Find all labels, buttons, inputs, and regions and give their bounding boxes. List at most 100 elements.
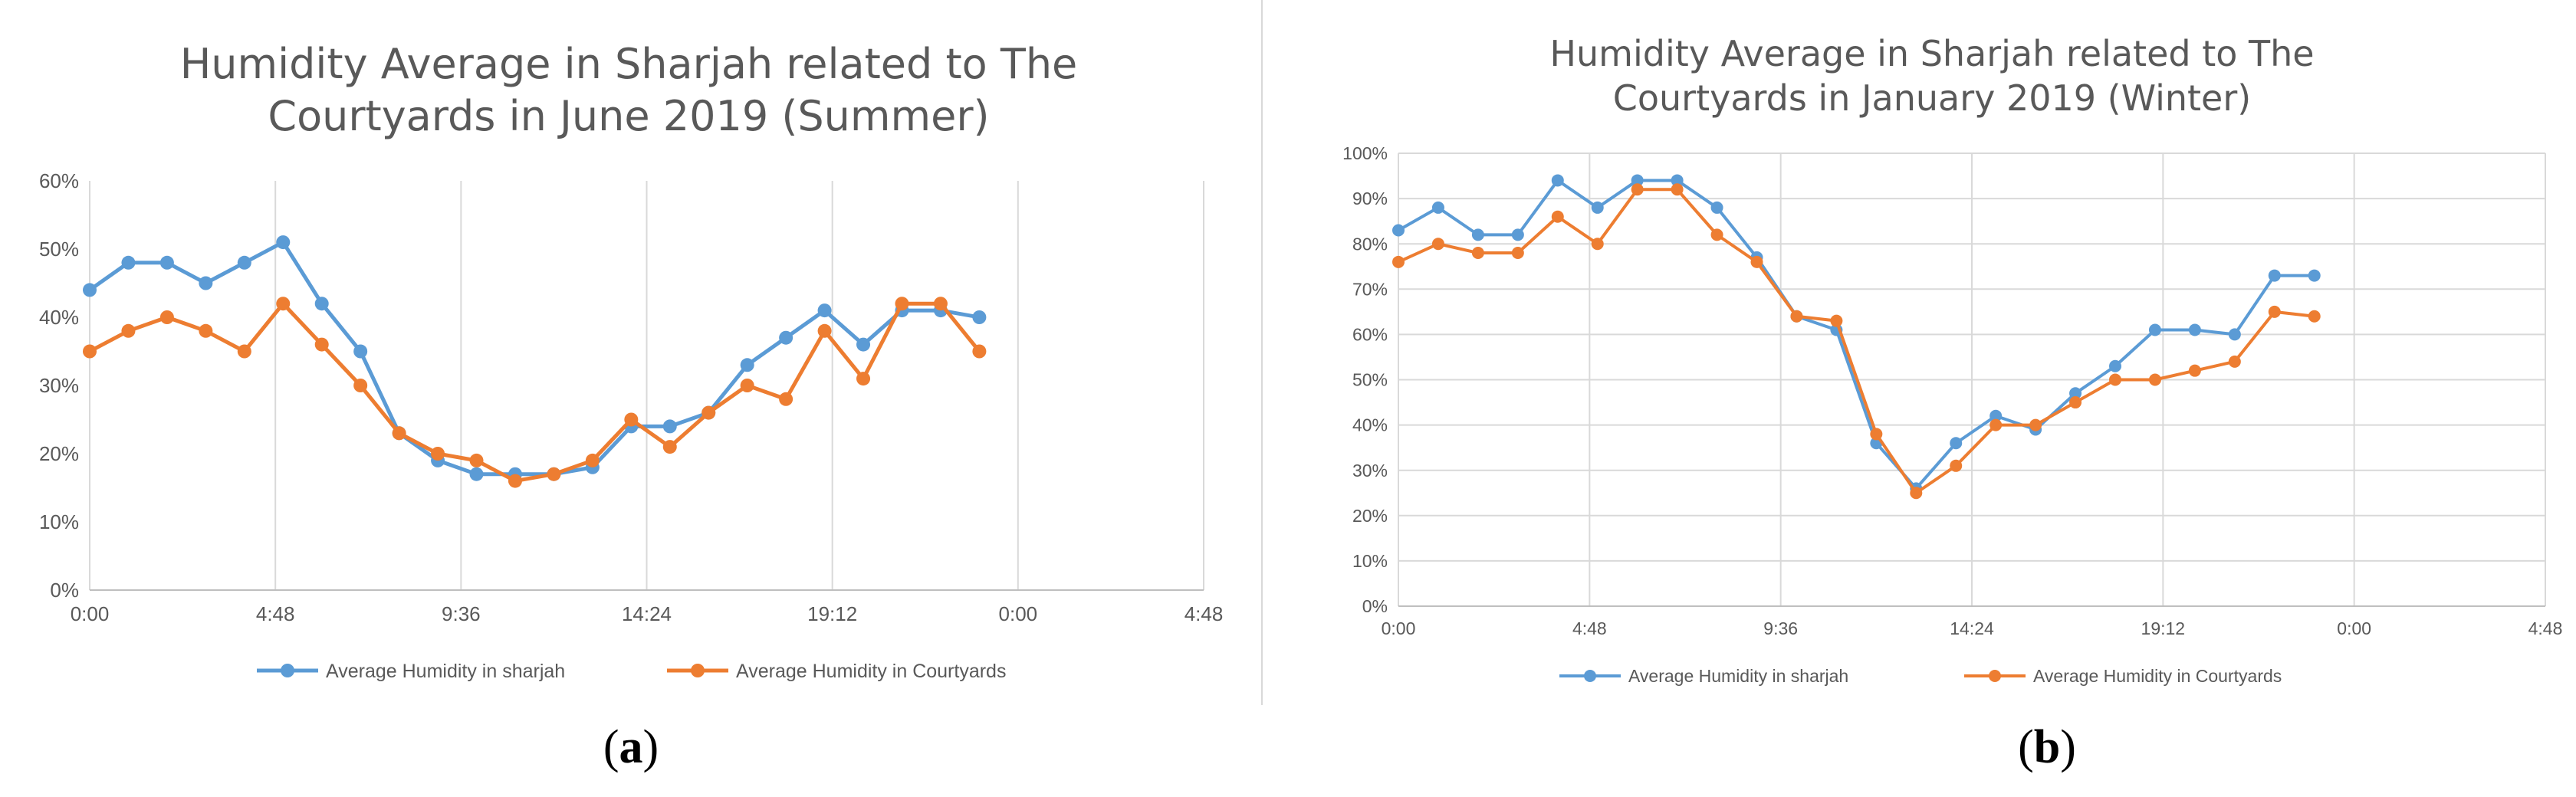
data-point xyxy=(83,344,97,359)
y-tick-label: 40% xyxy=(1352,415,1388,435)
y-tick-label: 100% xyxy=(1342,143,1388,163)
y-tick-label: 60% xyxy=(39,169,79,192)
data-point xyxy=(121,255,136,270)
data-point xyxy=(1950,459,1963,472)
data-point xyxy=(2109,373,2121,386)
data-point xyxy=(585,453,600,467)
chart-title-a: Humidity Average in Sharjah related to T… xyxy=(179,40,1078,140)
data-point xyxy=(1790,310,1803,323)
data-point xyxy=(2188,364,2201,377)
subfigure-label-b: (b) xyxy=(2018,721,2076,773)
data-point xyxy=(662,440,677,454)
data-point xyxy=(199,323,213,338)
legend-label: Average Humidity in sharjah xyxy=(1628,666,1848,686)
data-point xyxy=(392,426,406,441)
x-tick-label: 4:48 xyxy=(2528,618,2563,638)
data-point xyxy=(702,405,716,420)
data-point xyxy=(779,330,794,345)
data-point xyxy=(2308,269,2321,282)
data-point xyxy=(2228,328,2241,341)
data-point xyxy=(1471,228,1484,241)
data-point xyxy=(856,372,871,386)
data-point xyxy=(817,303,832,318)
legend-swatch-marker xyxy=(691,664,705,677)
data-point xyxy=(2069,387,2082,400)
data-point xyxy=(1511,247,1524,260)
data-point xyxy=(2029,418,2042,431)
data-point xyxy=(740,379,754,392)
x-tick-label: 0:00 xyxy=(1382,618,1416,638)
data-point xyxy=(2109,359,2121,372)
data-point xyxy=(2148,373,2161,386)
data-point xyxy=(1910,487,1923,500)
data-point xyxy=(1392,224,1405,237)
data-point xyxy=(159,310,174,324)
data-point xyxy=(1631,174,1644,187)
data-point xyxy=(817,323,832,338)
y-tick-label: 0% xyxy=(1362,596,1388,616)
data-point xyxy=(237,255,251,270)
series-line xyxy=(88,240,980,477)
data-point xyxy=(2069,396,2082,409)
data-point xyxy=(276,297,291,311)
data-point xyxy=(2268,305,2281,318)
data-point xyxy=(895,297,909,311)
legend-label: Average Humidity in Courtyards xyxy=(736,661,1006,682)
x-tick-label: 19:12 xyxy=(2141,618,2186,638)
legend-swatch-marker xyxy=(1584,670,1596,682)
data-point xyxy=(1750,255,1763,268)
x-tick-label: 4:48 xyxy=(1184,602,1224,625)
data-point xyxy=(121,323,136,338)
data-point xyxy=(353,344,368,359)
data-point xyxy=(276,235,291,250)
data-point xyxy=(1511,228,1524,241)
y-tick-label: 30% xyxy=(1352,461,1388,480)
x-tick-label: 14:24 xyxy=(622,602,672,625)
data-point xyxy=(972,344,987,359)
data-point xyxy=(353,379,368,392)
legend-swatch-marker xyxy=(1989,670,2001,682)
line-chart-b: 0% 10% 20% 30% 40% 50% 60% 70% 80% 90% 100% 0:00 4:4… xyxy=(1342,143,2563,686)
data-point xyxy=(547,467,561,481)
legend-label: Average Humidity in sharjah xyxy=(326,661,565,682)
data-point xyxy=(1431,201,1444,214)
data-point xyxy=(1631,183,1644,196)
series-line xyxy=(88,301,981,484)
data-point xyxy=(1830,314,1843,327)
data-point xyxy=(1551,210,1564,223)
data-point xyxy=(1710,228,1723,241)
data-point xyxy=(972,310,987,324)
data-point xyxy=(1551,174,1564,187)
subfigure-label-a: (a) xyxy=(603,721,659,773)
data-point xyxy=(662,419,677,434)
data-point xyxy=(2228,355,2241,368)
data-point xyxy=(1710,201,1723,214)
data-point xyxy=(199,276,213,290)
y-tick-label: 70% xyxy=(1352,279,1388,299)
series-line xyxy=(1398,179,2315,490)
data-point xyxy=(1392,255,1405,268)
data-point xyxy=(1990,418,2003,431)
data-point xyxy=(2308,310,2321,323)
data-point xyxy=(1950,437,1963,450)
chart-title-b: Humidity Average in Sharjah related to T… xyxy=(1549,33,2315,119)
data-point xyxy=(314,297,329,311)
x-tick-label: 0:00 xyxy=(71,602,110,625)
chart-panel-a: Humidity Average in Sharjah related to T… xyxy=(0,0,1261,797)
x-tick-label: 9:36 xyxy=(1763,618,1798,638)
data-point xyxy=(83,283,97,297)
y-tick-label: 20% xyxy=(39,442,79,465)
x-tick-label: 0:00 xyxy=(2337,618,2371,638)
y-tick-label: 0% xyxy=(50,579,79,602)
y-tick-label: 20% xyxy=(1352,506,1388,526)
data-point xyxy=(237,344,251,359)
y-tick-label: 40% xyxy=(39,306,79,329)
data-point xyxy=(431,447,445,461)
data-point xyxy=(624,412,639,427)
data-point xyxy=(469,453,484,467)
data-point xyxy=(1671,174,1684,187)
data-point xyxy=(1870,428,1883,441)
data-point xyxy=(779,392,794,406)
y-tick-label: 10% xyxy=(1352,551,1388,571)
chart-panel-b: Humidity Average in Sharjah related to T… xyxy=(1288,0,2576,797)
